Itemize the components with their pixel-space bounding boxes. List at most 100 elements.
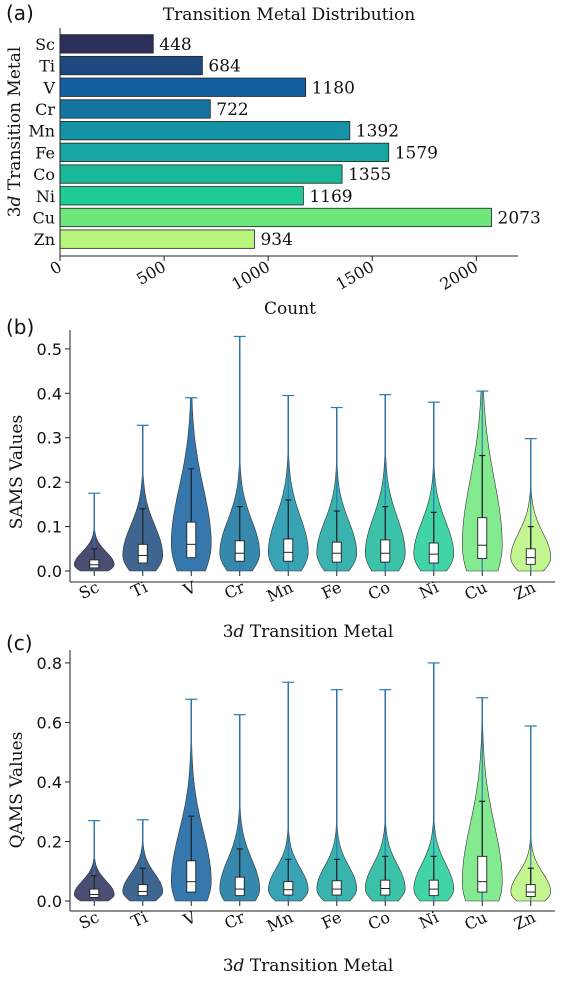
category-label-v: V	[42, 78, 55, 97]
x-tick-label: 1500	[333, 257, 378, 294]
bar-cu	[59, 207, 492, 228]
x-tick-label: 2000	[437, 257, 482, 294]
y-tick-label: 0.0	[37, 562, 62, 581]
box-v	[186, 860, 197, 893]
y-tick-label: 0.0	[37, 892, 62, 911]
y-tick-label: 0.2	[37, 832, 62, 851]
panel-b-violin-chart: (b) SAMS Values 3d Transition Metal 0.00…	[6, 315, 555, 642]
y-tick-labels: 0.0 0.1 0.2 0.3 0.4 0.5	[37, 340, 70, 581]
violin-series	[73, 335, 551, 572]
x-tick-label-sc: Sc	[76, 577, 102, 603]
bar-fe	[59, 142, 390, 162]
bar-v	[59, 77, 307, 97]
box-co	[380, 539, 391, 563]
x-tick-label-mn: Mn	[264, 907, 296, 935]
x-tick-label-fe: Fe	[319, 577, 345, 603]
y-tick-label: 0.2	[37, 473, 62, 492]
bar-ti	[59, 55, 203, 76]
x-tick-label-v: V	[180, 577, 200, 600]
x-tick-labels: Sc Ti V Cr Mn Fe Co Ni Cu Zn	[76, 571, 538, 606]
x-axis-title: 3d Transition Metal	[223, 956, 394, 976]
box-cr	[234, 876, 245, 897]
bar-ni	[59, 186, 304, 206]
box-cu	[477, 517, 488, 560]
category-label-ti: Ti	[39, 57, 55, 76]
box-sc	[89, 559, 100, 569]
value-label-v: 1180	[312, 78, 355, 98]
x-tick-label: 0	[47, 257, 65, 279]
y-tick-label: 0.4	[37, 773, 62, 792]
y-tick-label: 0.4	[37, 384, 62, 403]
value-label-cu: 2073	[498, 208, 541, 228]
category-label-fe: Fe	[35, 143, 55, 162]
x-tick-label-ti: Ti	[128, 907, 150, 931]
bar-co	[59, 164, 343, 184]
violin-series	[73, 662, 552, 902]
bar-sc	[59, 34, 154, 54]
y-tick-label: 0.6	[37, 713, 62, 732]
value-label-ti: 684	[208, 57, 240, 77]
box-v	[186, 521, 197, 559]
category-label-sc: Sc	[35, 35, 55, 54]
box-co	[380, 879, 391, 896]
bar-cr	[59, 99, 211, 119]
category-label-cr: Cr	[35, 100, 55, 119]
y-tick-label: 0.1	[37, 518, 62, 537]
bar-mn	[59, 121, 351, 141]
panel-c-violin-chart: (c) QAMS Values 3d Transition Metal 0.00…	[6, 631, 555, 976]
x-tick-label: 500	[133, 257, 169, 289]
box-sc	[89, 888, 100, 898]
box-fe	[331, 541, 342, 563]
box-zn	[525, 548, 536, 565]
box-ti	[137, 884, 148, 897]
panel-a-bar-chart: (a) Transition Metal Distribution 3d Tra…	[5, 1, 541, 319]
panel-b-label: (b)	[6, 315, 34, 339]
category-label-ni: Ni	[36, 187, 55, 206]
panel-c-label: (c)	[6, 631, 33, 655]
category-labels: Sc Ti V Cr Mn Fe Co Ni Cu Zn	[28, 35, 55, 249]
x-tick-label-co: Co	[365, 577, 393, 603]
box-cr	[234, 540, 245, 562]
y-tick-label: 0.5	[37, 340, 62, 359]
box-ti	[137, 543, 148, 564]
value-label-fe: 1579	[395, 143, 438, 163]
box-zn	[525, 884, 536, 897]
x-tick-label-cu: Cu	[461, 577, 489, 604]
value-label-sc: 448	[159, 35, 191, 55]
y-tick-label: 0.8	[37, 654, 62, 673]
y-tick-label: 0.3	[37, 429, 62, 448]
x-tick-label-ti: Ti	[128, 577, 150, 601]
value-label-cr: 722	[216, 100, 248, 120]
category-label-mn: Mn	[28, 122, 55, 141]
value-label-zn: 934	[260, 230, 292, 250]
category-label-co: Co	[33, 165, 55, 184]
y-tick-labels: 0.0 0.2 0.4 0.6 0.8	[37, 654, 70, 911]
box-fe	[331, 880, 342, 896]
value-label-co: 1355	[348, 165, 391, 185]
x-tick-label-ni: Ni	[416, 577, 441, 602]
panel-a-label: (a)	[6, 1, 34, 25]
box-mn	[283, 538, 294, 562]
bar-series	[59, 34, 492, 249]
box-ni	[428, 879, 439, 897]
value-label-ni: 1169	[309, 187, 352, 207]
x-axis-title: 3d Transition Metal	[223, 622, 394, 642]
x-tick-label-zn: Zn	[511, 577, 538, 603]
box-ni	[428, 542, 439, 564]
category-label-cu: Cu	[32, 208, 55, 227]
x-tick-label: 1000	[228, 257, 273, 294]
category-label-zn: Zn	[34, 230, 55, 249]
box-mn	[283, 881, 294, 896]
box-cu	[477, 855, 488, 893]
value-label-mn: 1392	[356, 122, 399, 142]
x-tick-labels: Sc Ti V Cr Mn Fe Co Ni Cu Zn	[76, 901, 538, 936]
y-axis-title: SAMS Values	[7, 415, 27, 529]
y-axis-title: QAMS Values	[7, 732, 27, 849]
x-tick-labels: 0 500 1000 1500 2000	[47, 256, 482, 294]
y-axis-title: 3d Transition Metal	[5, 47, 25, 218]
x-axis-title: Count	[264, 299, 316, 319]
chart-title: Transition Metal Distribution	[163, 5, 415, 25]
bar-zn	[59, 229, 255, 249]
